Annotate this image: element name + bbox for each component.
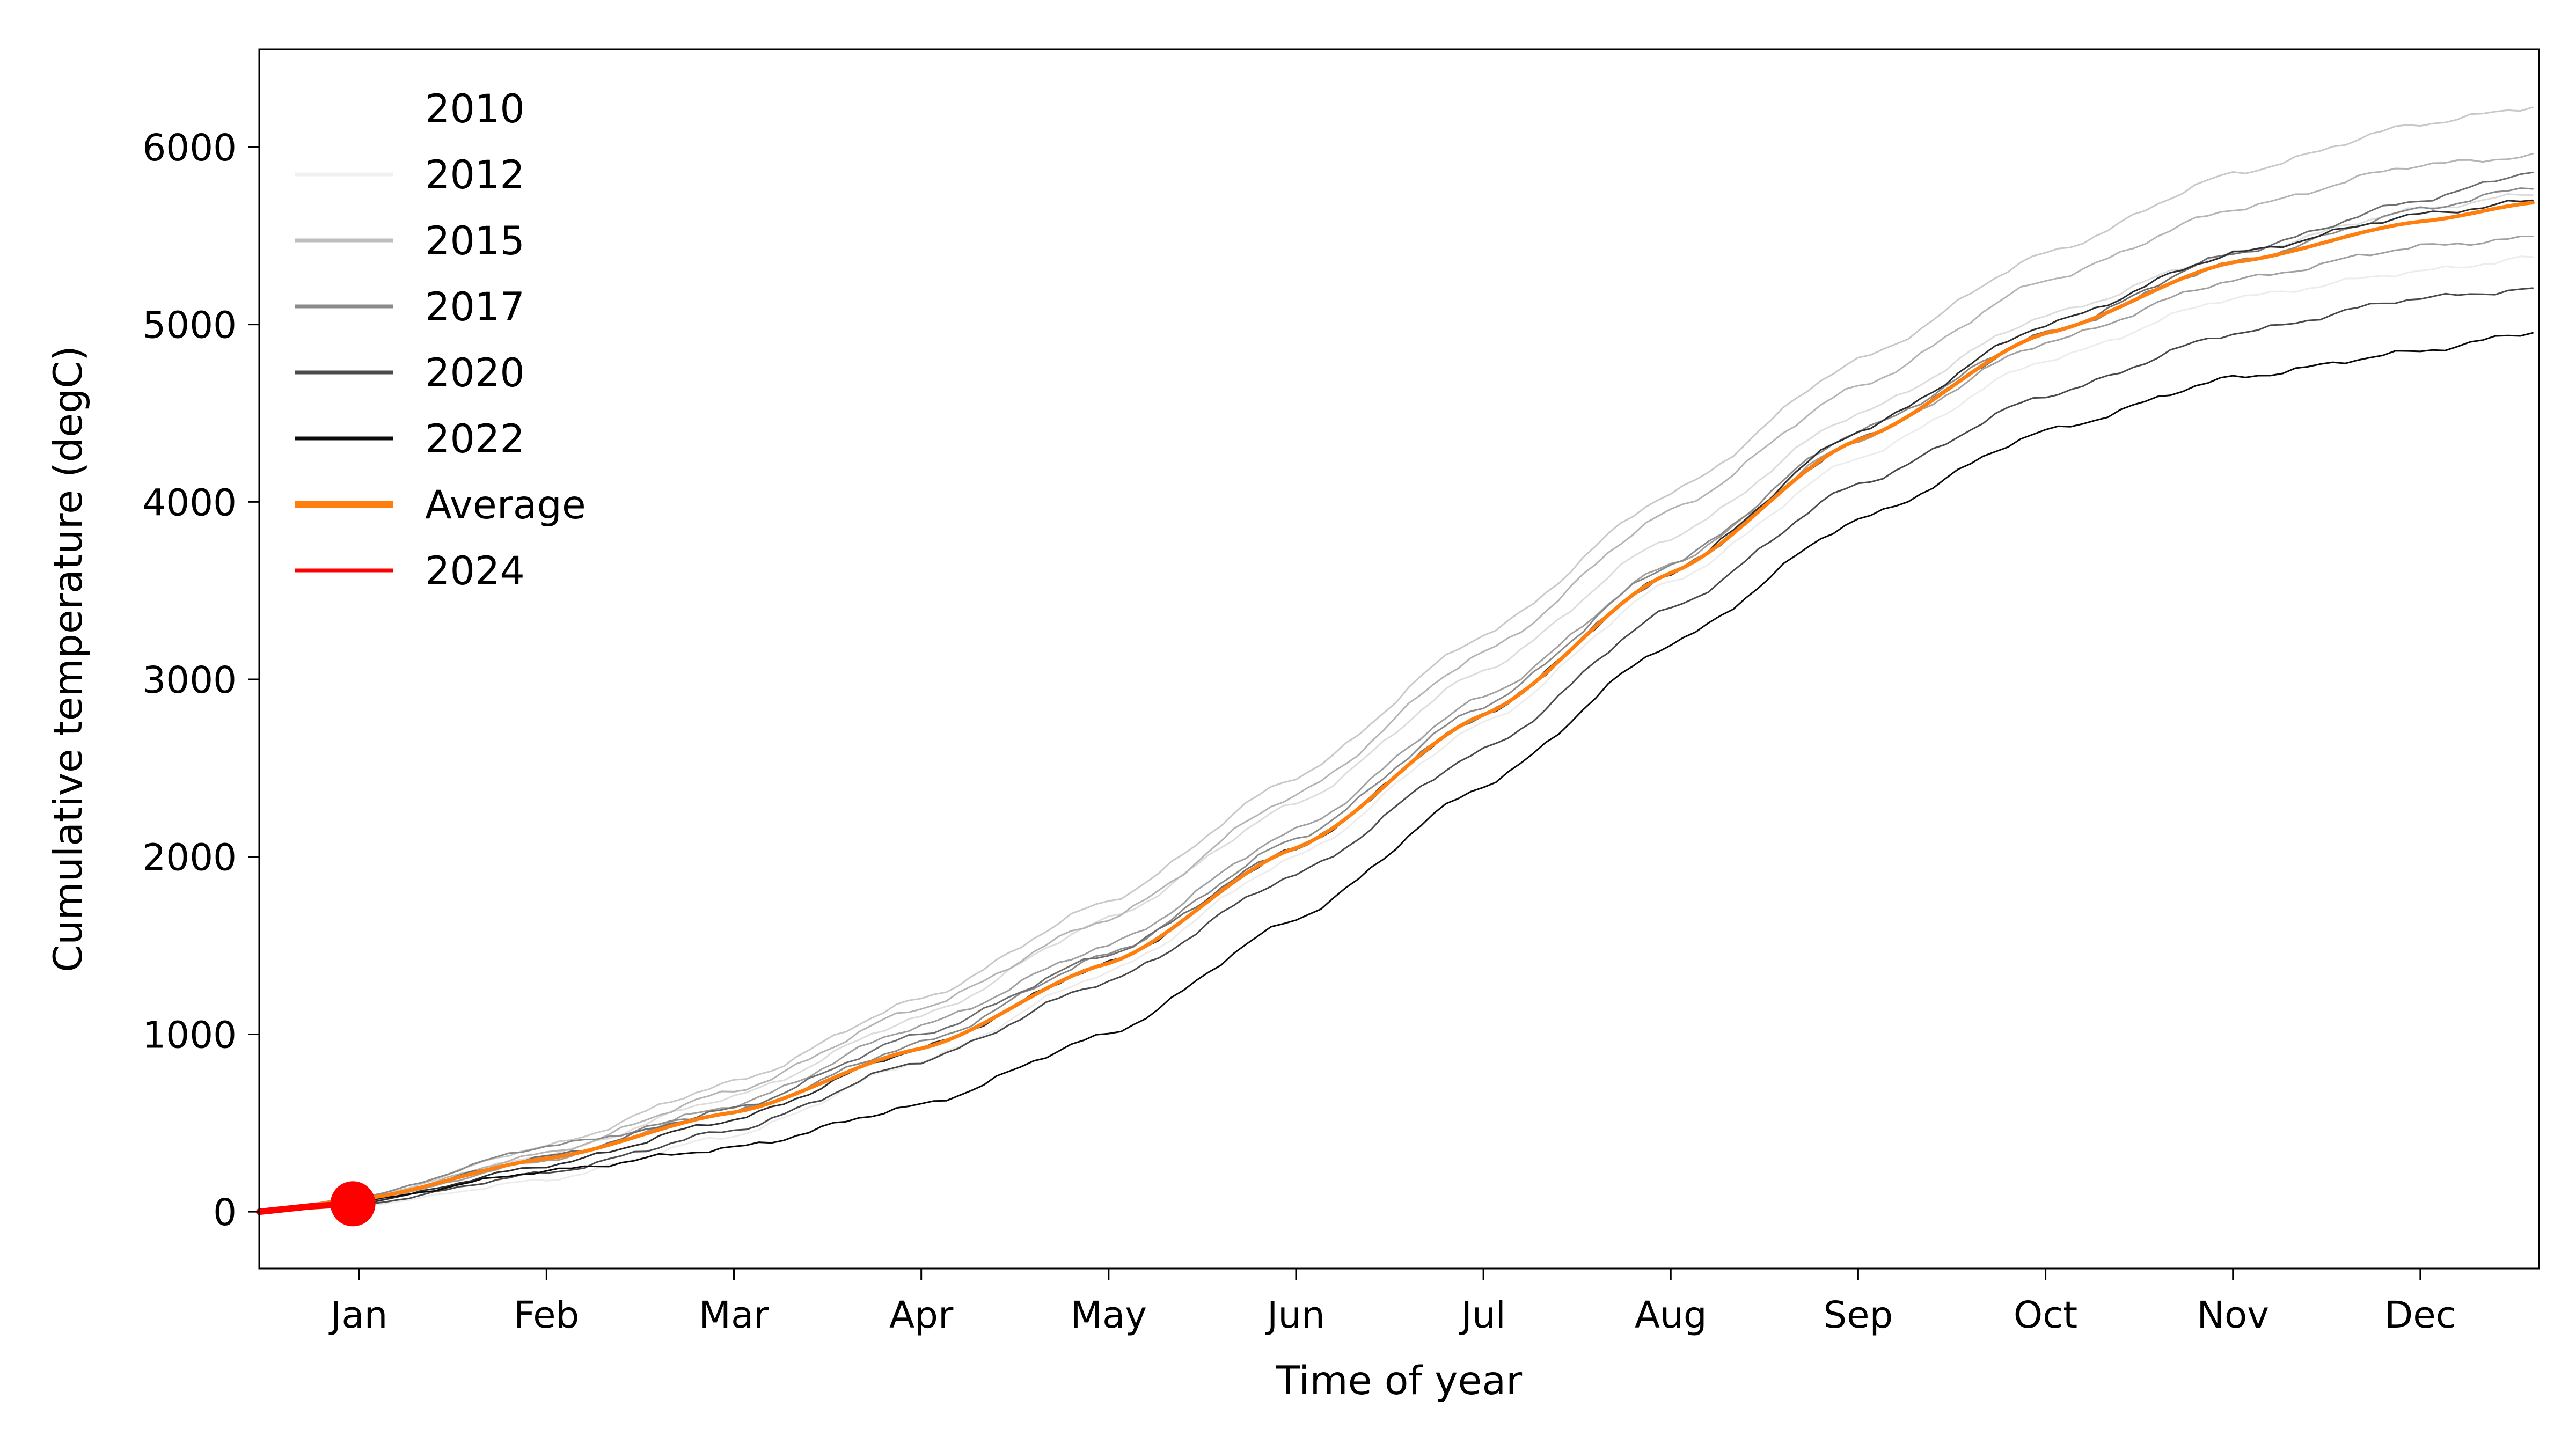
series-line-4 (258, 152, 2534, 1213)
y-axis-label: Cumulative temperature (degC) (46, 346, 91, 972)
x-tick-label: Jun (1265, 1294, 1325, 1337)
series-line-2010 (258, 150, 2534, 1213)
current-position-marker (330, 1181, 376, 1227)
series-line-2020 (258, 287, 2534, 1213)
legend-label: 2010 (425, 86, 525, 132)
x-tick-label: Aug (1635, 1294, 1707, 1337)
legend-label: Average (425, 482, 586, 528)
x-tick-label: Feb (514, 1294, 579, 1337)
y-tick-label: 0 (213, 1191, 237, 1234)
x-tick-label: Jan (328, 1294, 387, 1337)
series-layer (256, 106, 2535, 1227)
x-tick-label: May (1070, 1294, 1147, 1337)
series-line-2012 (258, 255, 2534, 1213)
legend: 2010 2012 2015 2017 2020 2022 Average 2024 (295, 86, 586, 594)
y-tick-label: 2000 (142, 837, 237, 880)
x-tick-label: Apr (889, 1294, 954, 1337)
axis-layer: 0 1000 2000 3000 4000 5000 6000 Jan Feb Mar Apr May… (142, 127, 2456, 1337)
legend-label: 2022 (425, 416, 525, 462)
plot-frame (258, 48, 2540, 1270)
x-axis-label: Time of year (1276, 1358, 1523, 1404)
y-tick-label: 4000 (142, 481, 237, 524)
legend-label: 2024 (425, 548, 525, 594)
y-tick-label: 3000 (142, 659, 237, 702)
legend-label: 2020 (425, 350, 525, 396)
series-line-2022 (258, 332, 2534, 1213)
legend-label: 2012 (425, 152, 525, 198)
x-tick-label: Oct (2014, 1294, 2077, 1337)
x-tick-label: Jul (1459, 1294, 1505, 1337)
x-tick-label: Dec (2384, 1294, 2456, 1337)
series-line-2 (258, 193, 2534, 1213)
legend-label: 2015 (425, 218, 525, 264)
legend-label: 2017 (425, 284, 525, 330)
x-tick-label: Nov (2197, 1294, 2269, 1337)
series-line-average (257, 201, 2535, 1214)
x-tick-label: Sep (1823, 1294, 1893, 1337)
y-tick-label: 1000 (142, 1014, 237, 1057)
y-tick-label: 6000 (142, 127, 237, 170)
y-tick-label: 5000 (142, 304, 237, 347)
x-tick-label: Mar (699, 1294, 769, 1337)
series-line-2015 (258, 106, 2534, 1213)
